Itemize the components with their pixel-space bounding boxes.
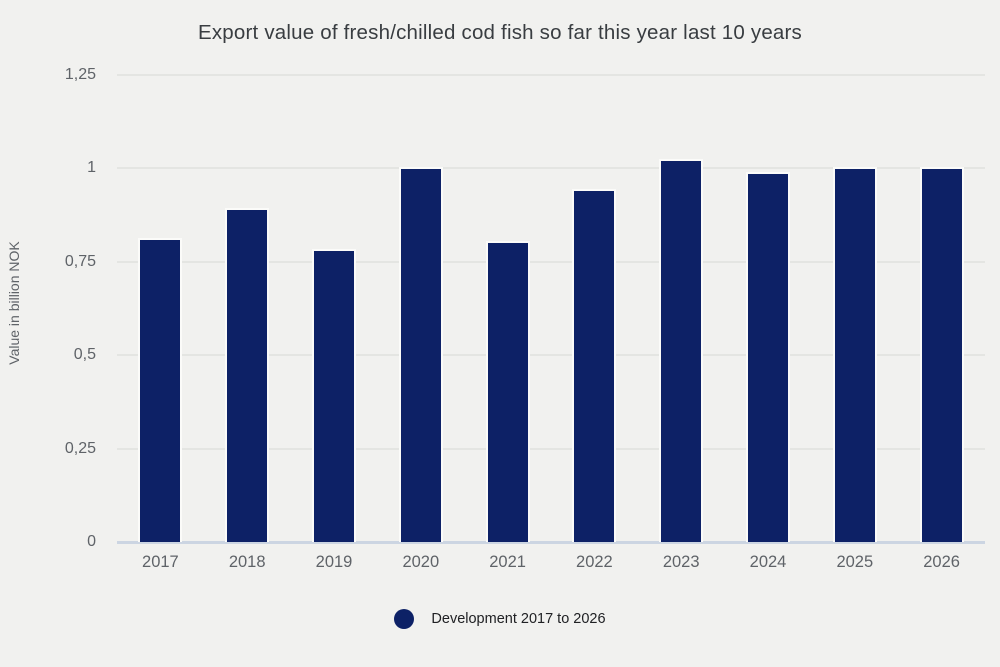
gridline	[117, 167, 985, 170]
y-tick-label: 1	[87, 159, 96, 177]
legend-label: Development 2017 to 2026	[431, 611, 606, 627]
bar-2019[interactable]	[312, 248, 356, 542]
bar-2017[interactable]	[138, 237, 183, 542]
gridline	[117, 74, 985, 76]
gridline	[117, 354, 985, 357]
y-tick-label: 0,75	[64, 252, 96, 270]
bar-2024[interactable]	[746, 172, 790, 542]
legend-circle-icon	[394, 609, 415, 629]
gridline	[117, 260, 985, 263]
x-tick-label: 2025	[836, 553, 874, 571]
x-tick-label: 2022	[576, 553, 613, 571]
x-tick-label: 2020	[402, 553, 440, 571]
x-tick-label: 2017	[142, 553, 179, 571]
y-tick-label: 0,25	[64, 439, 96, 457]
x-tick-label: 2018	[228, 553, 266, 571]
x-tick-label: 2024	[749, 553, 787, 571]
x-tick-label: 2023	[662, 553, 700, 571]
bar-2021[interactable]	[485, 241, 530, 542]
bar-2022[interactable]	[572, 188, 617, 542]
x-tick-label: 2021	[489, 553, 526, 571]
bar-2018[interactable]	[225, 207, 270, 542]
legend-item[interactable]: Development 2017 to 2026	[0, 606, 1000, 632]
x-tick-label: 2019	[315, 553, 353, 571]
x-tick-label: 2026	[923, 553, 960, 571]
bar-2025[interactable]	[832, 166, 877, 542]
x-axis-baseline	[117, 540, 985, 544]
bar-2020[interactable]	[398, 166, 443, 542]
chart-title: Export value of fresh/chilled cod fish s…	[197, 21, 803, 44]
y-tick-label: 1,25	[64, 66, 96, 83]
bar-2026[interactable]	[919, 166, 964, 542]
y-tick-label: 0,5	[73, 346, 96, 364]
bar-2023[interactable]	[659, 159, 704, 542]
y-tick-label: 0	[87, 533, 96, 550]
gridline	[117, 447, 985, 450]
